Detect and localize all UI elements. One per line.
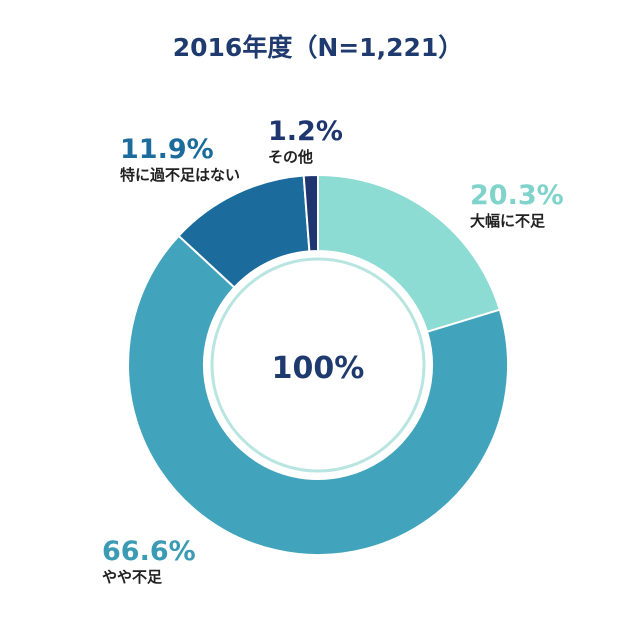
donut-slice-large-shortage [317,173,502,334]
slice-category-label-no-excess-shortage: 特に過不足はない [120,166,240,184]
slice-value-label-slight-shortage: 66.6% [102,536,196,567]
inner-ring [210,257,426,473]
slice-value-label-large-shortage: 20.3% [470,180,564,211]
slice-value-label-no-excess-shortage: 11.9% [120,134,214,165]
donut-slice-other [302,173,319,253]
slice-category-label-slight-shortage: やや不足 [102,568,163,586]
donut-slice-slight-shortage [127,234,509,556]
chart-title: 2016年度（N=1,221） [172,33,464,62]
slice-category-label-large-shortage: 大幅に不足 [470,212,546,230]
slice-value-label-other: 1.2% [268,116,343,147]
slice-category-label-other: その他 [268,148,313,166]
donut-slices [127,173,509,556]
center-label: 100% [272,351,365,386]
